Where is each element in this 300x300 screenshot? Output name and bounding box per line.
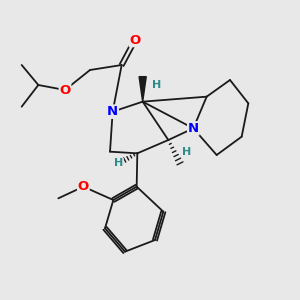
Text: H: H bbox=[182, 147, 191, 157]
Text: O: O bbox=[59, 83, 70, 97]
Text: N: N bbox=[188, 122, 199, 135]
Text: H: H bbox=[152, 80, 161, 90]
Text: N: N bbox=[107, 105, 118, 118]
Text: H: H bbox=[114, 158, 123, 168]
Polygon shape bbox=[139, 77, 146, 102]
Text: O: O bbox=[78, 180, 89, 193]
Text: O: O bbox=[129, 34, 141, 46]
